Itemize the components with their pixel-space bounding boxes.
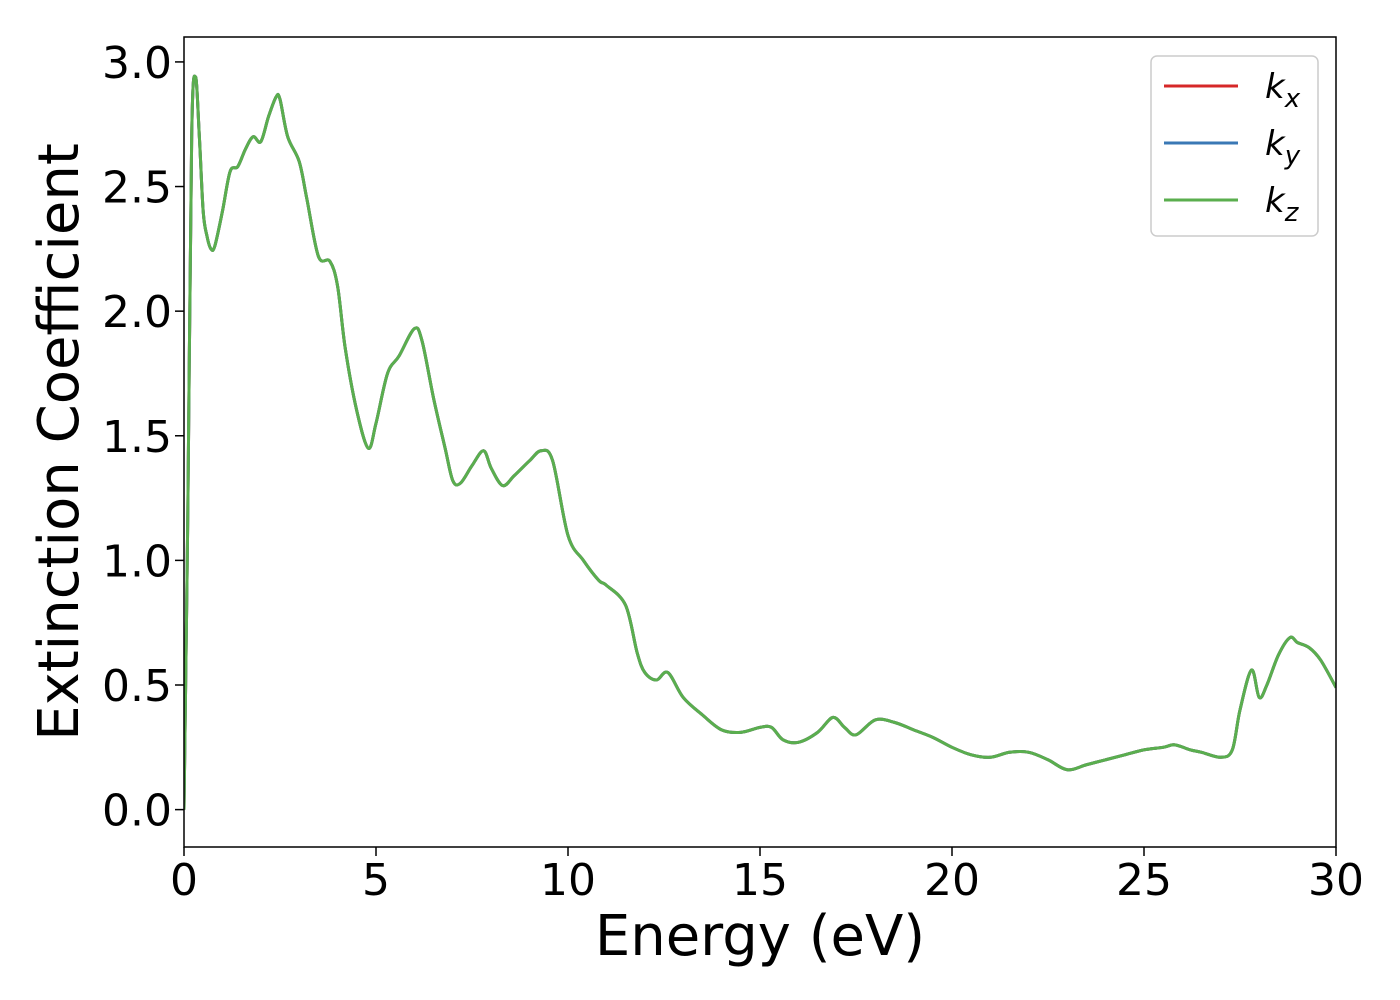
legend-label-z: kz <box>1265 181 1300 228</box>
x-tick-label: 15 <box>732 855 788 906</box>
x-tick-label: 30 <box>1308 855 1364 906</box>
x-tick-label: 10 <box>540 855 596 906</box>
x-tick-label: 25 <box>1116 855 1172 906</box>
y-tick-label: 0.5 <box>102 661 172 712</box>
ticks-layer: 0 5 10 15 20 25 30 0.0 0.5 1.0 1.5 2.0 2.5 3.0 <box>102 38 1364 906</box>
y-tick-label: 2.5 <box>102 163 172 214</box>
series-layer <box>184 74 1336 810</box>
x-axis-title: Energy (eV) <box>595 904 925 969</box>
x-tick-label: 0 <box>170 855 198 906</box>
y-tick-label: 1.0 <box>102 536 172 587</box>
y-tick-label: 0.0 <box>102 786 172 837</box>
y-tick-label: 1.5 <box>102 412 172 463</box>
legend-label-y: ky <box>1265 124 1301 171</box>
x-tick-label: 5 <box>362 855 390 906</box>
x-tick-label: 20 <box>924 855 980 906</box>
y-axis-title: Extinction Coefficient <box>27 143 92 741</box>
y-tick-label: 3.0 <box>102 38 172 89</box>
legend: kx ky kz <box>1150 55 1319 237</box>
y-tick-label: 2.0 <box>102 287 172 338</box>
legend-label-x: kx <box>1265 67 1301 114</box>
legend-box <box>1150 55 1319 237</box>
series-line-z <box>184 74 1336 810</box>
